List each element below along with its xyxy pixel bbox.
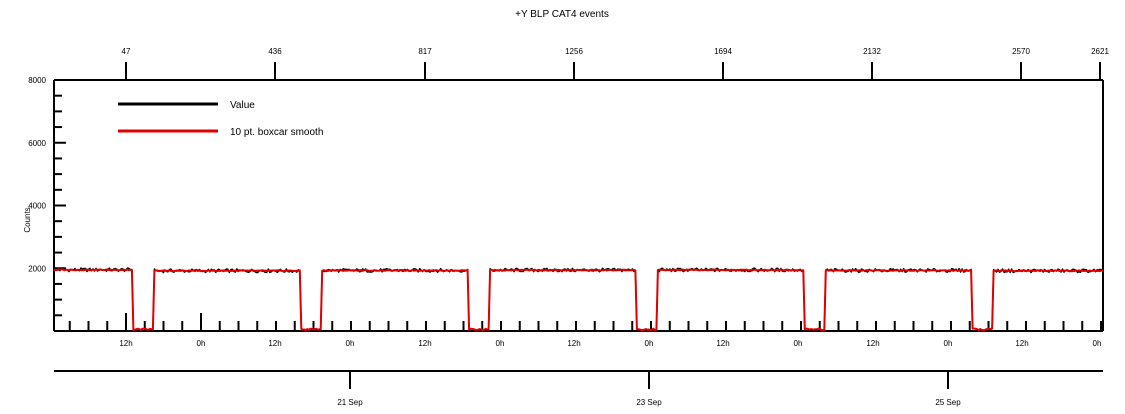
date-tick-label: 23 Sep xyxy=(636,398,662,407)
y-tick-label: 6000 xyxy=(28,139,46,148)
top-axis-tick-label: 2132 xyxy=(863,47,881,56)
legend-label: Value xyxy=(230,100,255,111)
top-axis-tick-label: 817 xyxy=(418,47,432,56)
date-tick-label: 25 Sep xyxy=(935,398,961,407)
y-tick-label: 4000 xyxy=(28,202,46,211)
top-axis-tick-label: 2570 xyxy=(1012,47,1030,56)
y-axis-label: Counts xyxy=(23,207,32,232)
bottom-hour-tick-label: 0h xyxy=(1093,339,1102,348)
top-axis-tick-label: 1256 xyxy=(565,47,583,56)
top-axis-tick-label: 1694 xyxy=(714,47,732,56)
bottom-hour-tick-label: 12h xyxy=(716,339,729,348)
bottom-hour-tick-label: 12h xyxy=(1015,339,1028,348)
chart-title: +Y BLP CAT4 events xyxy=(515,9,609,20)
bottom-hour-tick-label: 0h xyxy=(944,339,953,348)
bottom-hour-tick-label: 12h xyxy=(418,339,431,348)
bottom-hour-tick-label: 12h xyxy=(268,339,281,348)
y-tick-label: 2000 xyxy=(28,264,46,273)
top-axis-tick-label: 2621 xyxy=(1091,47,1109,56)
bottom-hour-tick-label: 12h xyxy=(119,339,132,348)
bottom-hour-tick-label: 0h xyxy=(197,339,206,348)
bottom-hour-tick-label: 12h xyxy=(567,339,580,348)
bottom-hour-tick-label: 0h xyxy=(794,339,803,348)
bottom-hour-tick-label: 0h xyxy=(645,339,654,348)
top-axis-tick-label: 47 xyxy=(122,47,131,56)
y-tick-label: 8000 xyxy=(28,76,46,85)
bottom-hour-tick-label: 0h xyxy=(346,339,355,348)
date-tick-label: 21 Sep xyxy=(337,398,363,407)
top-axis-tick-label: 436 xyxy=(268,47,282,56)
bottom-hour-tick-label: 0h xyxy=(496,339,505,348)
legend-label: 10 pt. boxcar smooth xyxy=(230,127,323,138)
series-line-smooth xyxy=(53,268,1104,332)
bottom-hour-tick-label: 12h xyxy=(866,339,879,348)
plot-area: 2000 4000 6000 8000 47 436 817 1256 1694 2132 2570… xyxy=(28,47,1109,407)
series-line-value xyxy=(53,267,1104,331)
